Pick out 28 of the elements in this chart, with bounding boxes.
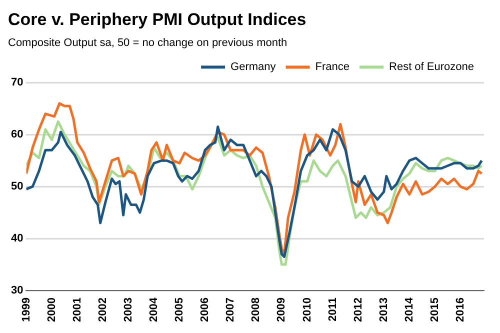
x-tick-label: 2005 <box>174 298 186 322</box>
chart-title: Core v. Periphery PMI Output Indices <box>8 10 306 29</box>
x-tick-label: 2014 <box>403 296 416 322</box>
x-tick-label: 2015 <box>428 298 441 322</box>
x-tick-label: 2013 <box>378 298 390 322</box>
y-tick-label: 60 <box>10 128 24 141</box>
legend-label: France <box>315 61 350 74</box>
x-tick-label: 2016 <box>454 298 467 322</box>
x-tick-label: 2012 <box>352 298 364 322</box>
x-tick-label: 2003 <box>122 298 134 322</box>
x-tick-label: 2011 <box>326 298 339 322</box>
x-tick-label: 2006 <box>199 298 212 322</box>
legend-label: Rest of Eurozone <box>389 61 474 74</box>
x-tick-label: 2007 <box>224 298 237 322</box>
y-tick-label: 30 <box>10 284 24 297</box>
chart-subtitle: Composite Output sa, 50 = no change on previous month <box>8 37 288 50</box>
legend-label: Germany <box>230 61 276 74</box>
y-tick-label: 70 <box>10 76 24 89</box>
x-tick-label: 2004 <box>148 296 160 322</box>
y-tick-label: 40 <box>10 232 24 245</box>
x-tick-label: 2002 <box>96 298 109 322</box>
x-tick-label: 2010 <box>301 298 314 322</box>
x-tick-label: 2000 <box>46 298 58 322</box>
x-tick-label: 2008 <box>250 298 262 322</box>
y-tick-label: 50 <box>10 180 24 193</box>
x-tick-label: 2001 <box>71 298 84 322</box>
x-tick-label: 2009 <box>276 298 288 322</box>
x-tick-label: 1999 <box>20 298 32 322</box>
